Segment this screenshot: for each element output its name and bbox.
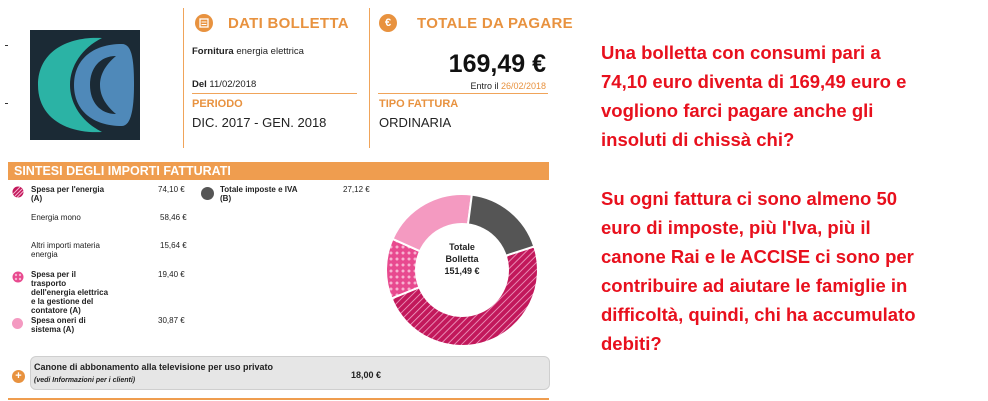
bill-date: Del 11/02/2018 xyxy=(192,79,256,90)
trasporto-line: dell'energia elettrica xyxy=(31,288,109,297)
altri-label: Altri importi materia energia xyxy=(31,241,100,259)
canone-amount: 18,00 € xyxy=(351,370,382,380)
altri-amount: 15,64 € xyxy=(160,241,187,250)
total-donut-chart xyxy=(385,193,539,347)
divider xyxy=(369,8,370,148)
donut-hole xyxy=(415,223,509,317)
periodo-label: PERIODO xyxy=(192,98,243,110)
euro-icon: € xyxy=(379,14,397,32)
comment-line: debiti? xyxy=(601,333,662,354)
trasporto-line: trasporto xyxy=(31,279,67,288)
comment-line: difficoltà, quindi, chi ha accumulato xyxy=(601,304,916,325)
oneri-legend-icon xyxy=(12,318,23,329)
mono-amount: 58,46 € xyxy=(160,213,187,222)
oneri-label: Spesa oneri di sistema (A) xyxy=(31,316,86,334)
periodo-value: DIC. 2017 - GEN. 2018 xyxy=(192,115,327,130)
energia-legend-icon xyxy=(12,186,24,198)
energia-label-text: Spesa per l'energia xyxy=(31,185,105,194)
comment-paragraph-2: Su ogni fattura ci sono almeno 50 euro d… xyxy=(601,184,916,358)
donut-line1: Totale xyxy=(449,242,475,252)
provider-logo xyxy=(30,30,140,140)
imposte-label-text: Totale imposte e IVA xyxy=(220,185,298,194)
donut-total: 151,49 € xyxy=(444,266,480,276)
oneri-line: Spesa oneri di xyxy=(31,316,86,325)
fornitura-value: energia elettrica xyxy=(233,46,304,57)
altri-label-1: Altri importi materia xyxy=(31,241,100,250)
comment-line: 74,10 euro diventa di 169,49 euro e xyxy=(601,71,907,92)
totale-header: TOTALE DA PAGARE xyxy=(417,15,573,32)
divider xyxy=(183,8,184,148)
del-label: Del xyxy=(192,79,207,90)
section-bottom-line xyxy=(8,398,549,400)
comment-line: contribuire ad aiutare le famiglie in xyxy=(601,275,908,296)
energia-sub: (A) xyxy=(31,194,43,203)
canone-label: Canone di abbonamento alla televisione p… xyxy=(34,362,274,372)
comment-line: insoluti di chissà chi? xyxy=(601,129,795,150)
trasporto-amount: 19,40 € xyxy=(158,270,185,279)
energia-label: Spesa per l'energia (A) xyxy=(31,185,104,203)
divider xyxy=(378,93,548,94)
imposte-sub: (B) xyxy=(220,194,232,203)
document-icon xyxy=(195,14,213,32)
donut-line2: Bolletta xyxy=(445,254,479,264)
plus-icon: + xyxy=(12,370,25,383)
comment-line: Una bolletta con consumi pari a xyxy=(601,42,881,63)
fornitura-label: Fornitura xyxy=(192,46,234,57)
trasporto-line: e la gestione del xyxy=(31,297,94,306)
comment-line: Su ogni fattura ci sono almeno 50 xyxy=(601,188,898,209)
logo-dash xyxy=(5,45,8,46)
trasporto-label: Spesa per il trasporto dell'energia elet… xyxy=(31,270,108,315)
sintesi-header: SINTESI DEGLI IMPORTI FATTURATI xyxy=(8,162,549,180)
oneri-amount: 30,87 € xyxy=(158,316,185,325)
trasporto-line: contatore (A) xyxy=(31,306,81,315)
imposte-legend-icon xyxy=(201,187,214,200)
due-date: Entro il 26/02/2018 xyxy=(440,81,546,91)
dati-bolletta-header: DATI BOLLETTA xyxy=(228,15,349,32)
imposte-label: Totale imposte e IVA (B) xyxy=(220,185,298,203)
mono-label: Energia mono xyxy=(31,213,81,222)
logo-dash xyxy=(5,103,8,104)
totale-amount: 169,49 € xyxy=(448,50,546,78)
altri-label-2: energia xyxy=(31,250,58,259)
comment-paragraph-1: Una bolletta con consumi pari a 74,10 eu… xyxy=(601,38,906,154)
donut-center-label: Totale Bolletta 151,49 € xyxy=(422,241,502,277)
trasporto-legend-icon xyxy=(12,271,24,283)
comment-line: vogliono farci pagare anche gli xyxy=(601,100,874,121)
comment-line: euro di imposte, più l'Iva, più il xyxy=(601,217,871,238)
trasporto-line: Spesa per il xyxy=(31,270,76,279)
imposte-amount: 27,12 € xyxy=(343,185,370,194)
energia-amount: 74,10 € xyxy=(158,185,185,194)
del-date: 11/02/2018 xyxy=(206,79,257,90)
comment-line: canone Rai e le ACCISE ci sono per xyxy=(601,246,914,267)
divider xyxy=(192,93,357,94)
entro-date: 26/02/2018 xyxy=(500,81,546,91)
tipo-fattura-value: ORDINARIA xyxy=(379,115,452,130)
fornitura-text: Fornitura energia elettrica xyxy=(192,46,304,57)
tipo-fattura-label: TIPO FATTURA xyxy=(379,98,459,110)
entro-label: Entro il xyxy=(470,81,501,91)
canone-box: Canone di abbonamento alla televisione p… xyxy=(30,356,550,390)
canone-note: (vedi Informazioni per i clienti) xyxy=(34,377,136,384)
oneri-line: sistema (A) xyxy=(31,325,75,334)
